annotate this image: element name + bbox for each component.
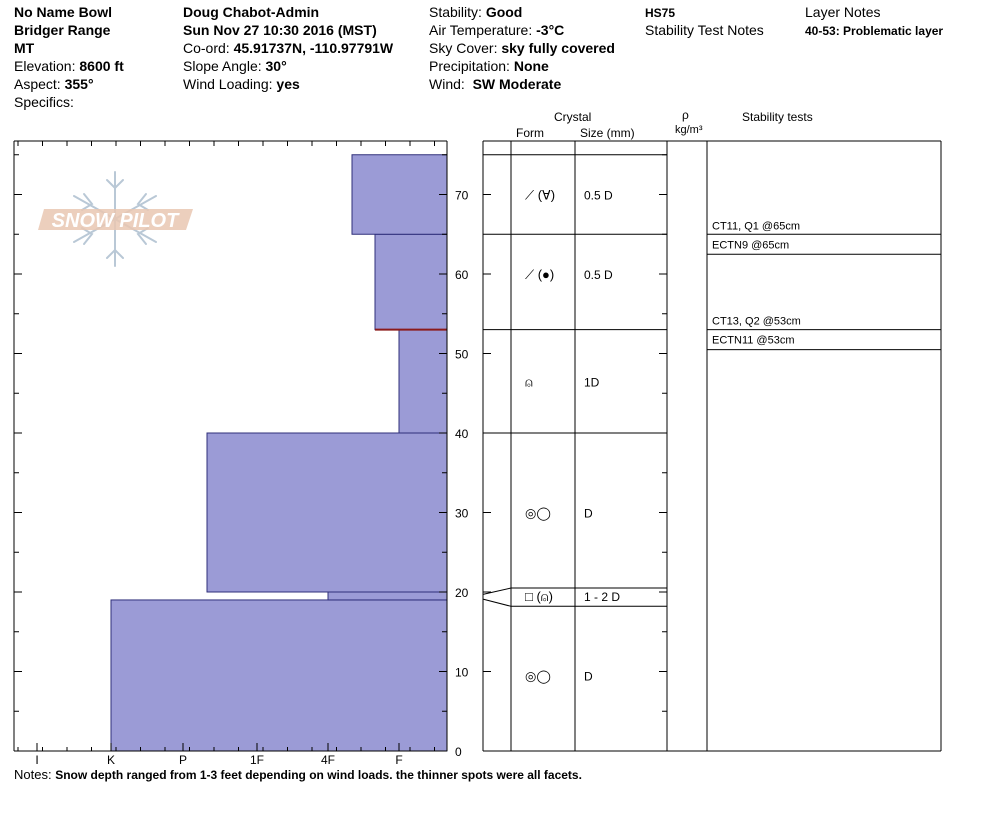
wind-label: Wind: <box>429 76 465 92</box>
stability-test-box <box>706 329 942 351</box>
depth-axis: 0 10 20 30 40 50 60 70 <box>14 154 667 759</box>
hardness-layer <box>327 591 448 601</box>
hardness-tick-label: 4F <box>321 753 335 767</box>
hardness-tick-label: I <box>35 753 38 767</box>
snowpilot-logo: SNOW PILOT <box>38 171 193 267</box>
specifics-label: Specifics: <box>14 94 74 110</box>
depth-tick-label: 60 <box>455 268 469 282</box>
hardness-tick-label: K <box>107 753 115 767</box>
layer-note-depth: 40-53: <box>805 24 840 38</box>
range-name: Bridger Range <box>14 22 111 38</box>
crystal-form: ⟋ (●) <box>525 267 554 282</box>
state-name: MT <box>14 40 35 56</box>
crystal-form: □ (⍝) <box>525 589 553 604</box>
precip-value: None <box>513 58 549 74</box>
stability: Stability: Good <box>429 4 522 20</box>
hardness-axis: I K P 1F 4F F <box>17 743 435 767</box>
depth-tick-label: 30 <box>455 507 469 521</box>
stability-test-box <box>706 233 942 255</box>
elevation-value: 8600 ft <box>79 58 124 74</box>
hardness-tick-label: 1F <box>250 753 264 767</box>
crystal-size: D <box>584 669 593 683</box>
crystal-form: ◎◯ <box>525 668 551 684</box>
height-of-snow: HS75 <box>645 6 676 20</box>
aspect-label: Aspect: <box>14 76 61 92</box>
notes-label: Notes: <box>14 767 52 782</box>
crystal-form: ⟋ (∀) <box>525 188 555 203</box>
airtemp-value: -3°C <box>536 22 565 38</box>
slope-value: 30° <box>265 58 287 74</box>
density-unit-header: kg/m³ <box>675 124 703 136</box>
stability-test-result: ECTN11 @53cm <box>712 335 794 347</box>
slope-label: Slope Angle: <box>183 58 262 74</box>
sky-value: sky fully covered <box>501 40 615 56</box>
stability-test-notes-title: Stability Test Notes <box>645 22 764 38</box>
stability-tests-header: Stability tests <box>742 110 813 124</box>
depth-tick-label: 70 <box>455 189 469 203</box>
stability-test-result: CT13, Q2 @53cm <box>712 316 801 328</box>
thin-layer-connector <box>482 598 512 607</box>
depth-tick-label: 40 <box>455 427 469 441</box>
hardness-layer <box>351 154 448 235</box>
windload-value: yes <box>276 76 300 92</box>
aspect-value: 355° <box>64 76 94 92</box>
hardness-tick-label: F <box>395 753 402 767</box>
logo-text: SNOW PILOT <box>52 210 180 232</box>
sky-label: Sky Cover: <box>429 40 498 56</box>
depth-tick-label: 50 <box>455 348 469 362</box>
windload-label: Wind Loading: <box>183 76 273 92</box>
coord-value: 45.91737N, -110.97791W <box>233 40 394 56</box>
air-temperature: Air Temperature: -3°C <box>429 22 564 38</box>
precip-label: Precipitation: <box>429 58 510 74</box>
crystal-size: 1D <box>584 375 600 389</box>
crystal-size: 1 - 2 D <box>584 590 620 604</box>
crystal-size: 0.5 D <box>584 268 613 282</box>
sky-cover: Sky Cover: sky fully covered <box>429 40 615 56</box>
observation-datetime: Sun Nov 27 10:30 2016 (MST) <box>183 22 377 38</box>
thin-layer-connector <box>482 587 512 595</box>
crystal-size: 0.5 D <box>584 189 613 203</box>
aspect: Aspect: 355° <box>14 76 94 92</box>
wind: Wind: SW Moderate <box>429 76 561 92</box>
stability-value: Good <box>485 4 523 20</box>
rho-header: ρ <box>682 108 689 122</box>
depth-tick-label: 10 <box>455 666 469 680</box>
wind-loading: Wind Loading: yes <box>183 76 300 92</box>
hardness-layer <box>398 329 448 434</box>
crystal-size: D <box>584 507 593 521</box>
observer-name: Doug Chabot-Admin <box>183 4 320 20</box>
elevation-label: Elevation: <box>14 58 76 74</box>
precipitation: Precipitation: None <box>429 58 549 74</box>
elevation: Elevation: 8600 ft <box>14 58 124 74</box>
layer-notes-title: Layer Notes <box>805 4 881 20</box>
coord-label: Co-ord: <box>183 40 230 56</box>
notes: Notes: Snow depth ranged from 1-3 feet d… <box>14 767 582 782</box>
location-name: No Name Bowl <box>14 4 113 20</box>
layer-note: 40-53: Problematic layer <box>805 24 943 38</box>
hardness-layer <box>110 599 448 752</box>
size-header: Size (mm) <box>580 126 635 140</box>
stability-tests-table: CT11, Q1 @65cm ECTN9 @65cm CT13, Q2 @53cm E… <box>706 220 942 351</box>
hardness-tick-label: P <box>179 753 187 767</box>
airtemp-label: Air Temperature: <box>429 22 533 38</box>
crystal-form: ⍝ <box>525 374 533 389</box>
depth-tick-label: 20 <box>455 586 469 600</box>
coordinates: Co-ord: 45.91737N, -110.97791W <box>183 40 393 56</box>
hardness-layers <box>110 154 448 752</box>
hardness-layer <box>374 233 448 331</box>
depth-tick-label: 0 <box>455 745 462 759</box>
crystal-header: Crystal <box>554 110 592 124</box>
notes-text: Snow depth ranged from 1-3 feet dependin… <box>55 768 582 782</box>
crystal-form: ◎◯ <box>525 506 551 522</box>
form-header: Form <box>516 126 544 140</box>
hardness-layer <box>206 432 448 593</box>
layer-note-text: Problematic layer <box>843 24 944 38</box>
crystal-table: ⟋ (∀) 0.5 D ⟋ (●) 0.5 D ⍝ 1D ◎◯ D □ (⍝) 1 - 2 D ◎◯… <box>482 154 667 684</box>
stability-label: Stability: <box>429 4 482 20</box>
wind-value: SW Moderate <box>472 76 562 92</box>
stability-test-result: CT11, Q1 @65cm <box>712 220 800 232</box>
slope-angle: Slope Angle: 30° <box>183 58 287 74</box>
stability-test-result: ECTN9 @65cm <box>712 239 789 251</box>
